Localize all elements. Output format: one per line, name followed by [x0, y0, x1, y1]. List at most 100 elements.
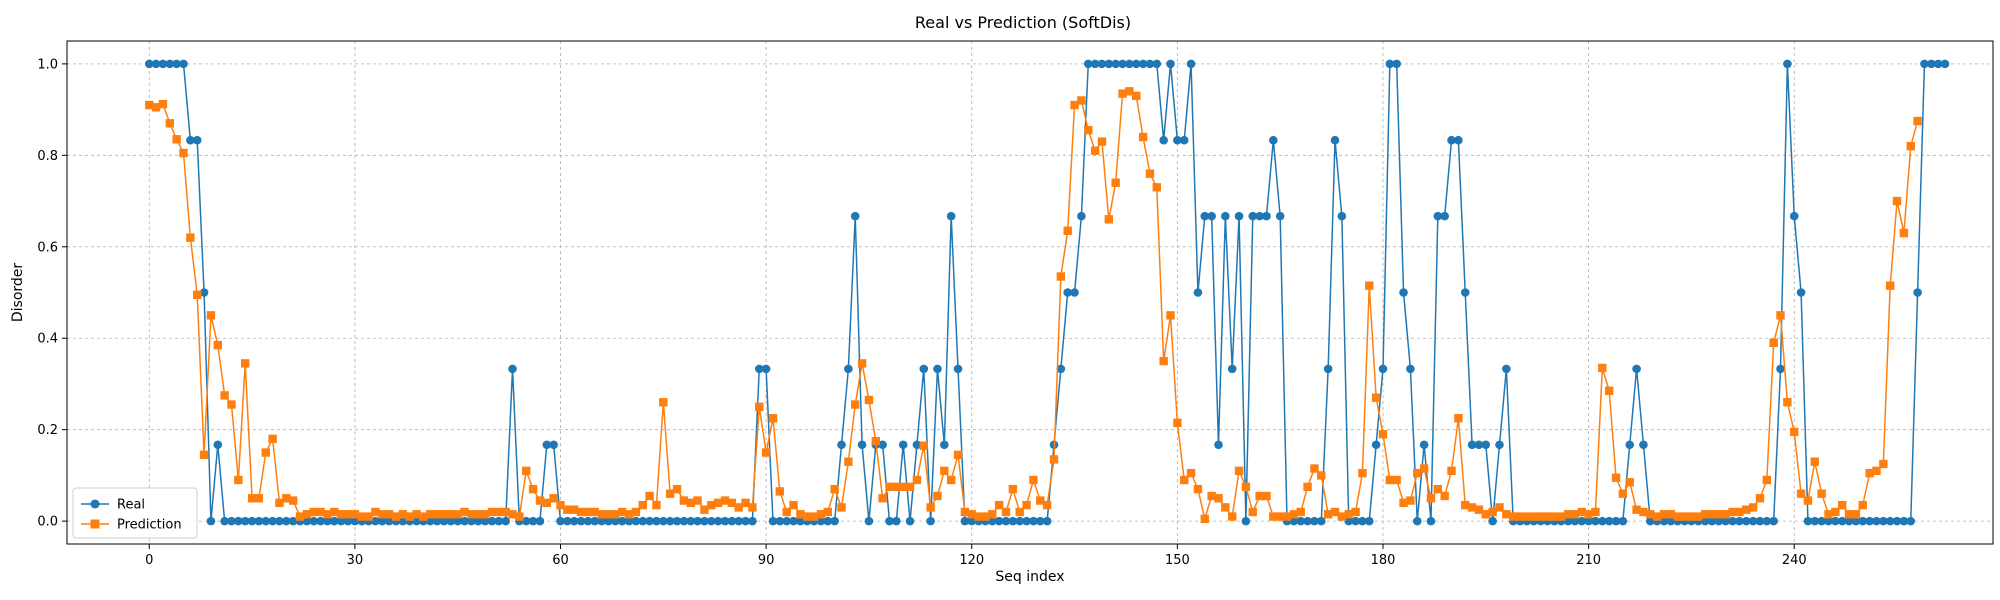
series-prediction-point [1769, 338, 1778, 347]
series-real-point [1440, 211, 1449, 221]
series-real-point [1152, 59, 1162, 69]
series-real-point [1063, 288, 1072, 297]
y-tick-label: 0.8 [37, 149, 58, 164]
series-prediction-point [953, 450, 963, 460]
x-axis-label: Seq index [995, 569, 1064, 585]
series-real-point [1262, 211, 1271, 221]
series-prediction-point [768, 414, 778, 423]
series-real-point [501, 516, 510, 526]
series-prediction-point [1680, 512, 1689, 521]
series-prediction-point [467, 510, 476, 519]
series-prediction-point [282, 494, 291, 503]
series-real-point [1879, 516, 1888, 526]
series-real-point [1399, 288, 1408, 297]
series-prediction-point [1042, 500, 1052, 510]
x-tick-label: 180 [1371, 553, 1396, 568]
series-real-point [1865, 516, 1874, 526]
series-prediction-point [364, 512, 373, 521]
series-real-point [878, 440, 887, 450]
series-real-point [1406, 364, 1415, 374]
series-prediction-point [378, 510, 387, 519]
series-prediction-point [268, 434, 277, 444]
series-real-point [275, 516, 284, 526]
x-tick-label: 150 [1165, 553, 1190, 568]
series-prediction-point [172, 135, 181, 144]
series-prediction-point [1255, 491, 1264, 501]
series-prediction-point [1502, 510, 1511, 519]
series-real-point [1371, 440, 1381, 450]
series-real-point [850, 211, 860, 221]
series-prediction-point [1488, 507, 1497, 517]
series-prediction-point [199, 450, 209, 460]
series-prediction-point [1406, 496, 1415, 505]
series-prediction-point [1413, 468, 1422, 478]
series-real-point [1796, 288, 1806, 297]
series-real-point [672, 516, 682, 526]
series-prediction-point [288, 496, 298, 505]
series-real-point [1659, 516, 1669, 526]
series-prediction-point [1296, 507, 1305, 517]
series-real-point [1563, 516, 1573, 526]
series-prediction-point [1077, 96, 1086, 105]
series-real-point [165, 59, 175, 69]
x-tick-label: 30 [347, 553, 364, 568]
series-real-point [1858, 516, 1868, 526]
series-prediction-point [1748, 503, 1758, 512]
series-real-point [1872, 516, 1881, 526]
series-prediction-point [1159, 356, 1168, 366]
series-prediction-point [1029, 475, 1038, 485]
series-prediction-point [1104, 215, 1114, 224]
series-prediction-point [1652, 512, 1662, 521]
series-real-point [1728, 516, 1737, 526]
series-real-line [149, 63, 1946, 522]
series-real-point [186, 135, 195, 145]
series-real-point [665, 516, 675, 526]
series-real-point [706, 516, 716, 526]
series-prediction-point [1659, 510, 1669, 519]
series-real-point [1632, 364, 1641, 374]
series-real-point [1454, 135, 1463, 145]
series-prediction-point [905, 482, 915, 492]
series-prediction-point [1351, 507, 1360, 517]
series-prediction-point [940, 466, 949, 476]
series-prediction-point [213, 340, 222, 350]
series-real-point [1783, 59, 1792, 69]
series-real-point [247, 516, 257, 526]
series-real-point [1495, 440, 1504, 450]
legend: Real Prediction [72, 487, 198, 539]
series-real-point [1892, 516, 1902, 526]
series-prediction-point [1714, 510, 1724, 519]
series-prediction-point [1687, 512, 1696, 521]
series-prediction-point [1556, 512, 1566, 521]
series-prediction-point [391, 512, 401, 521]
series-real-point [220, 516, 229, 526]
series-real-point [535, 516, 545, 526]
series-prediction-point [1885, 281, 1895, 290]
series-real-point [254, 516, 264, 526]
series-prediction-point [295, 512, 305, 521]
series-real-point [1138, 59, 1148, 69]
series-prediction-point [1419, 464, 1429, 473]
legend-real-marker [90, 499, 100, 509]
series-real-point [1097, 59, 1107, 69]
series-real-point [1831, 516, 1840, 526]
series-real-point [453, 516, 462, 526]
series-prediction-point [1591, 507, 1600, 517]
series-prediction-point [1200, 514, 1209, 524]
series-prediction-point [1365, 281, 1374, 290]
series-real-point [172, 59, 181, 69]
legend-prediction-marker [90, 519, 100, 529]
series-prediction-point [1611, 473, 1621, 482]
legend-box [72, 487, 198, 539]
series-prediction-point [1515, 512, 1525, 521]
series-prediction-point [1879, 459, 1888, 469]
series-real-point [1741, 516, 1751, 526]
series-prediction-point [830, 484, 839, 494]
series-prediction-point [1803, 496, 1813, 505]
series-real-point [652, 516, 661, 526]
series-prediction-point [1447, 466, 1456, 476]
series-prediction-point [1323, 510, 1333, 519]
series-prediction-point [1666, 510, 1676, 519]
series-prediction-point [1090, 146, 1100, 155]
series-real-point [885, 516, 894, 526]
